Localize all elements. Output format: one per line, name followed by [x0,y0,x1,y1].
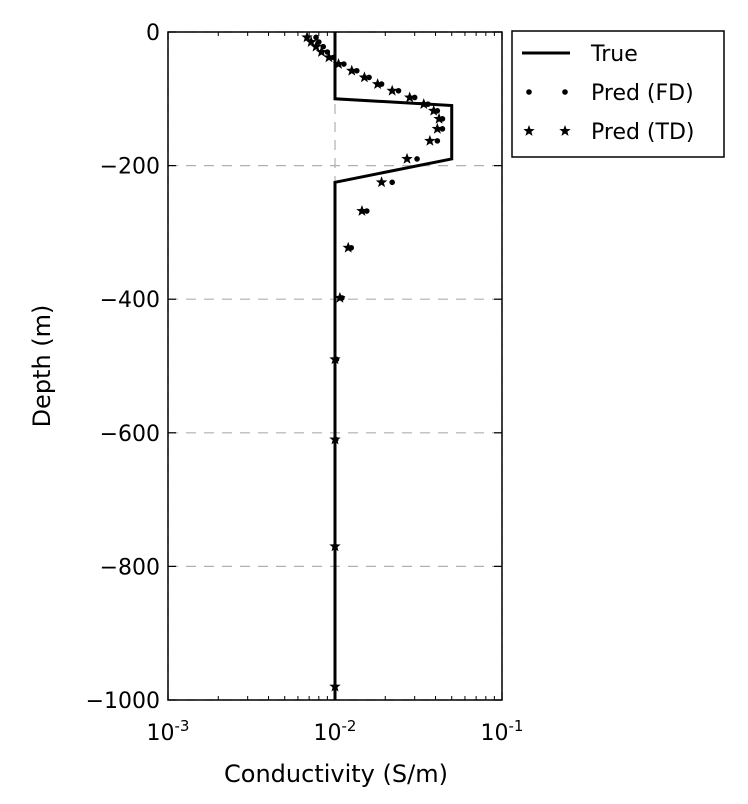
pred-fd-point [434,138,441,144]
legend-td-label: Pred (TD) [591,120,694,145]
pred-td-point [315,46,328,57]
pred-fd-point [395,87,402,94]
pred-td-point [433,112,445,124]
legend-true-label: True [590,42,638,67]
pred-fd-point [389,179,395,186]
pred-td-point [431,122,444,134]
pred-td-point [358,71,371,83]
y-axis-label: Depth (m) [28,305,56,428]
pred-td-point [375,176,388,188]
pred-td-point [305,36,317,47]
pred-td-point [332,58,345,69]
pred-td-point [356,205,368,216]
x-tick-label: 10-2 [314,717,357,746]
pred-td-point [346,64,358,76]
pred-td-point [329,353,341,365]
pred-td-point [329,680,341,692]
y-tick-label: −200 [100,155,160,180]
pred-td-point [329,540,341,552]
pred-fd-point [341,61,347,67]
y-tick-label: −600 [100,422,160,447]
x-tick-label: 10-3 [147,717,190,746]
legend-fd-marker-1 [526,89,532,95]
axis-ticks [167,31,503,701]
pred-td-point [329,433,341,445]
series-true [333,32,454,700]
x-tick-label: 10-1 [481,717,524,746]
pred-td-point [386,84,398,96]
y-tick-label: −400 [100,288,160,313]
legend-fd-marker-2 [562,89,568,95]
pred-td-point [428,104,440,116]
legend-td-marker-2 [559,125,571,136]
y-tick-label: 0 [146,21,160,46]
true-profile-line [333,32,454,700]
pred-fd-point [414,156,420,162]
pred-td-point [403,91,416,103]
legend: True Pred (FD) Pred (TD) [511,30,725,158]
y-tick-labels: 0 −200 −400 −600 −800 −1000 [86,21,160,714]
pred-td-point [323,51,335,63]
x-tick-labels: 10-3 10-2 10-1 [147,717,524,746]
x-axis-label: Conductivity (S/m) [224,760,448,788]
pred-fd-point [316,39,322,45]
pred-td-point [310,40,322,52]
pred-td-point [401,152,413,164]
pred-td-point [424,134,436,146]
legend-td-marker-1 [523,125,535,136]
series-pred-td [301,31,445,692]
pred-fd-point [313,34,319,41]
pred-td-point [371,78,384,89]
legend-fd-label: Pred (FD) [591,81,694,106]
pred-td-point [342,241,354,253]
y-tick-label: −1000 [86,689,160,714]
pred-td-point [418,98,430,109]
pred-td-point [301,31,313,43]
y-tick-label: −800 [100,555,160,580]
pred-td-point [334,291,346,303]
